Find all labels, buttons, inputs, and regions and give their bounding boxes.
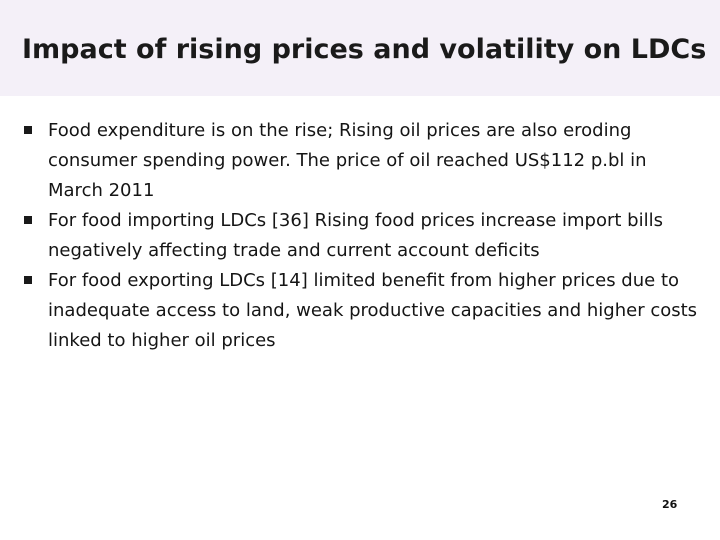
bullet-text: Food expenditure is on the rise; Rising …	[48, 120, 647, 201]
bullet-text: For food exporting LDCs [14] limited ben…	[48, 270, 698, 351]
slide-title: Impact of rising prices and volatility o…	[22, 34, 707, 65]
title-band: Impact of rising prices and volatility o…	[0, 0, 720, 96]
square-bullet-icon	[24, 276, 32, 284]
square-bullet-icon	[24, 216, 32, 224]
bullet-list: Food expenditure is on the rise; Rising …	[20, 116, 700, 356]
square-bullet-icon	[24, 126, 32, 134]
bullet-item: For food importing LDCs [36] Rising food…	[20, 206, 700, 266]
bullet-text: For food importing LDCs [36] Rising food…	[48, 210, 663, 261]
bullet-item: For food exporting LDCs [14] limited ben…	[20, 266, 700, 356]
page-number: 26	[662, 498, 678, 511]
bullet-item: Food expenditure is on the rise; Rising …	[20, 116, 700, 206]
